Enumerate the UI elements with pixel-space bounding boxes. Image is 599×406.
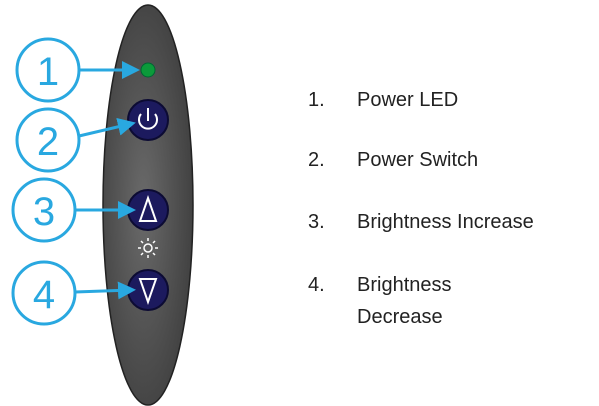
power-switch[interactable] bbox=[128, 100, 168, 140]
brightness-increase[interactable] bbox=[128, 190, 168, 230]
item-number: 2. bbox=[308, 149, 325, 171]
item-label: Brightness bbox=[357, 274, 452, 296]
item-label: Brightness Increase bbox=[357, 211, 534, 233]
diagram: 1 2 3 4 1. Power LED 2. Power Switch 3. Brightnes… bbox=[0, 0, 599, 406]
callout-number: 1 bbox=[37, 50, 59, 94]
callout-number: 3 bbox=[33, 190, 55, 234]
callout-number: 2 bbox=[37, 120, 59, 164]
item-label: Power LED bbox=[357, 89, 458, 111]
item-number: 4. bbox=[308, 274, 325, 296]
brightness-decrease[interactable] bbox=[128, 270, 168, 310]
item-label: Decrease bbox=[357, 306, 443, 328]
power-led bbox=[141, 63, 155, 77]
item-label: Power Switch bbox=[357, 149, 478, 171]
item-number: 1. bbox=[308, 89, 325, 111]
callout-number: 4 bbox=[33, 273, 55, 317]
item-number: 3. bbox=[308, 211, 325, 233]
